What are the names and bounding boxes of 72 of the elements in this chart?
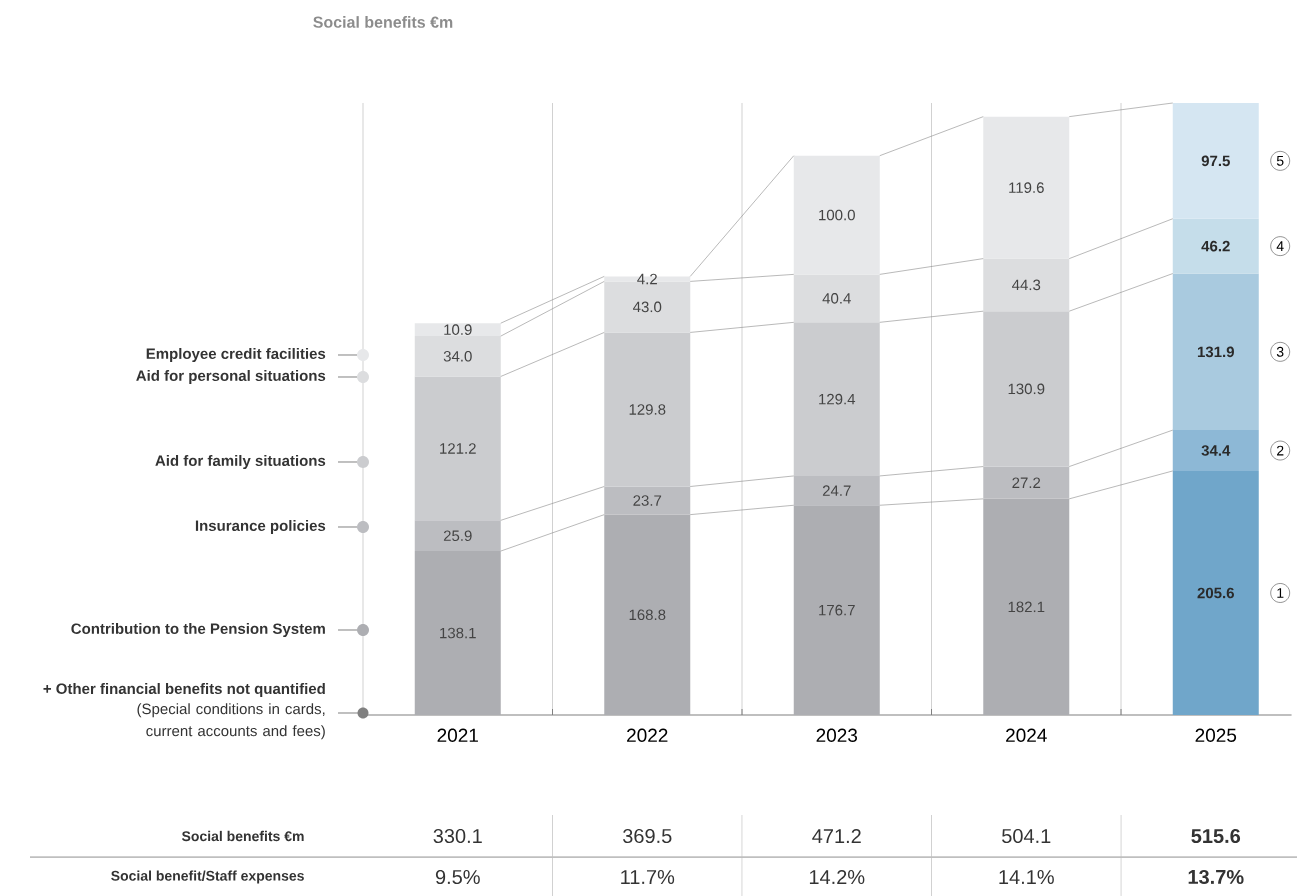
data-label: 25.9 [443, 530, 472, 542]
text: 14.1% [999, 870, 1054, 884]
bar [983, 466, 1070, 499]
annotation: 3 [1276, 346, 1284, 357]
chart-title: Social benefits €m [313, 16, 453, 28]
data-label: 138.1 [440, 627, 476, 639]
text: 515.6 [1191, 828, 1241, 844]
data-label: 23.7 [633, 495, 662, 506]
text: 9.5% [435, 869, 480, 885]
data-label: 182.1 [1008, 601, 1045, 613]
text: 13.7% [1188, 869, 1244, 885]
text: 471.2 [812, 829, 861, 843]
bar [1172, 102, 1259, 219]
x-tick-label: 2024 [1006, 728, 1047, 742]
annotation: 1 [1277, 588, 1284, 598]
text: 330.1 [433, 828, 482, 844]
bar [1172, 430, 1259, 471]
data-label: 130.9 [1008, 383, 1045, 395]
bar [793, 505, 880, 715]
text: Social benefit/Staff expenses [111, 870, 304, 884]
annotation: 2 [1277, 445, 1284, 456]
data-label: 44.3 [1012, 279, 1041, 291]
bar [414, 376, 501, 521]
data-label: 40.4 [822, 293, 851, 304]
legend-label: Contribution to the Pension System [71, 623, 325, 637]
text: (Special conditions in cards, current accounts and fees) [137, 703, 325, 740]
bar [793, 475, 880, 506]
x-tick-label: 2021 [437, 728, 478, 742]
bar [414, 551, 501, 715]
bar [604, 332, 691, 487]
text: 14.2% [809, 869, 865, 885]
x-tick-label: 2022 [627, 728, 668, 742]
data-label: 121.2 [440, 443, 476, 454]
x-tick-label: 2025 [1195, 728, 1237, 742]
legend-label: Insurance policies [195, 520, 326, 534]
data-label: 131.9 [1197, 346, 1234, 358]
data-label: 176.7 [819, 604, 855, 616]
data-label: 24.7 [822, 485, 851, 496]
bar [983, 311, 1070, 467]
legend-label: Aid for personal situations [136, 370, 326, 384]
data-label: 100.0 [819, 209, 855, 221]
data-label: 46.2 [1201, 240, 1230, 252]
text: 11.7% [621, 870, 675, 884]
legend-label: Aid for family situations [155, 455, 326, 469]
bar [1172, 273, 1259, 431]
data-label: 168.8 [629, 609, 666, 621]
text: 504.1 [1002, 828, 1051, 844]
bar [1172, 218, 1259, 274]
text: + Other financial benefits not quantified [43, 683, 325, 697]
bar [1172, 470, 1259, 715]
bar [793, 322, 880, 476]
annotation: 5 [1276, 155, 1284, 166]
bar [604, 486, 691, 515]
data-label: 27.2 [1012, 477, 1041, 488]
data-label: 43.0 [633, 301, 662, 313]
data-label: 205.6 [1197, 587, 1234, 599]
text: 369.5 [623, 828, 672, 844]
data-label: 129.8 [629, 404, 666, 415]
bar [414, 520, 501, 552]
data-label: 129.4 [819, 393, 856, 405]
bar [983, 498, 1070, 715]
data-label: 4.2 [637, 273, 657, 285]
annotation: 4 [1276, 241, 1284, 251]
data-label: 10.9 [444, 324, 472, 335]
data-label: 119.6 [1009, 182, 1044, 193]
x-tick-label: 2023 [816, 728, 858, 742]
text: Social benefits €m [181, 830, 304, 842]
data-label: 34.0 [443, 350, 472, 362]
data-label: 97.5 [1201, 155, 1230, 167]
data-label: 34.4 [1201, 445, 1231, 456]
bar [604, 514, 691, 715]
legend-label: Employee credit facilities [146, 348, 326, 362]
